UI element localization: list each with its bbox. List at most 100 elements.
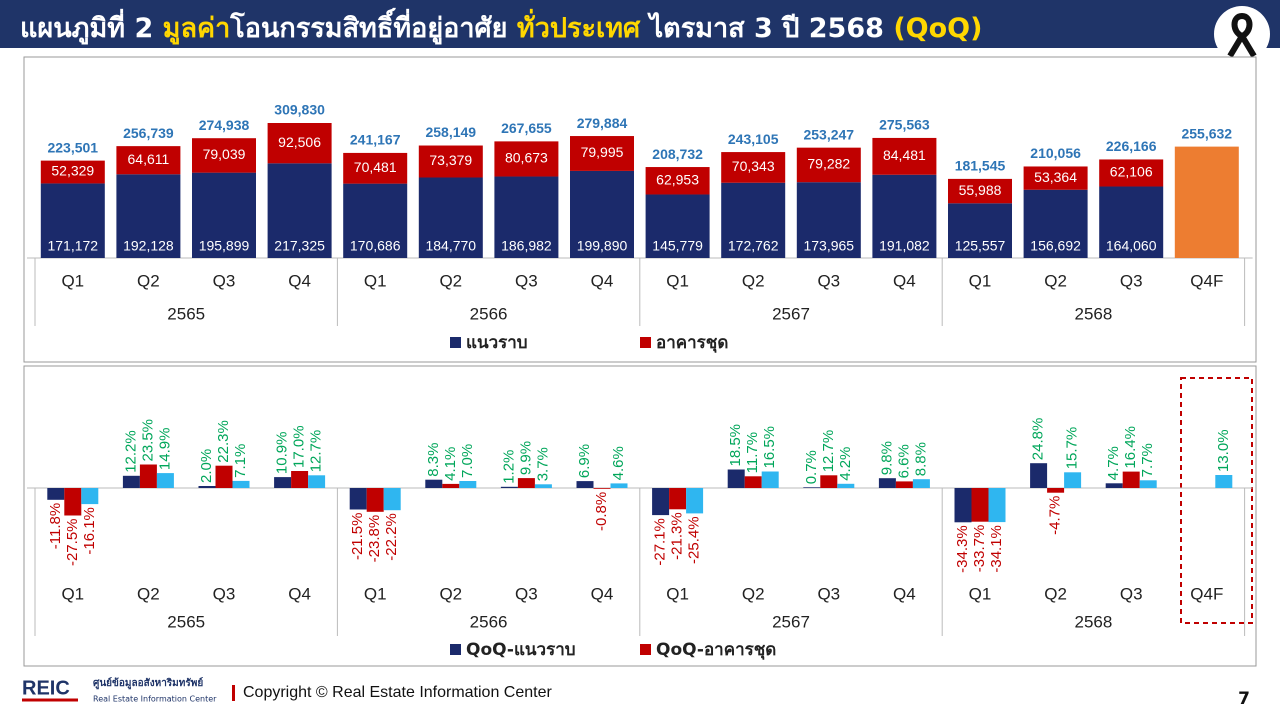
x-tick-label: Q4 xyxy=(893,271,916,290)
bar xyxy=(64,488,82,516)
x-tick-label: Q4 xyxy=(288,271,311,290)
bar-segment xyxy=(494,141,559,177)
bar xyxy=(232,480,250,488)
bar-segment xyxy=(948,178,1012,204)
bar xyxy=(198,486,216,488)
title-part: ทั่วประเทศ xyxy=(516,13,641,44)
value-label: 16.5% xyxy=(761,426,778,469)
bar-segment xyxy=(645,167,710,195)
value-label: 1.2% xyxy=(500,450,517,484)
bar xyxy=(156,473,174,488)
bar xyxy=(383,488,401,511)
x-tick-label: Q2 xyxy=(137,584,160,603)
bar xyxy=(500,486,518,488)
value-label: 4.1% xyxy=(442,447,459,481)
value-label: 84,481 xyxy=(883,147,926,163)
x-tick-label: Q3 xyxy=(213,584,236,603)
value-label: 79,282 xyxy=(807,156,850,172)
x-tick-label: Q1 xyxy=(969,584,992,603)
value-label: 55,988 xyxy=(959,182,1002,198)
bar xyxy=(912,479,930,488)
bar xyxy=(122,475,140,488)
bar xyxy=(686,488,704,514)
bar xyxy=(610,483,628,488)
bar-segment xyxy=(494,176,559,258)
x-tick-label: Q4 xyxy=(591,271,614,290)
value-label: 52,329 xyxy=(51,163,94,179)
x-tick-label: Q4 xyxy=(591,584,614,603)
x-tick-label: Q1 xyxy=(61,271,84,290)
bar-segment xyxy=(40,160,105,184)
bar xyxy=(1030,463,1048,488)
value-label: 186,982 xyxy=(501,238,552,254)
value-label: 145,779 xyxy=(652,238,703,254)
value-label: 73,379 xyxy=(429,152,472,168)
bar xyxy=(47,488,65,500)
x-tick-label: Q3 xyxy=(515,271,538,290)
legend-label: QoQ-แนวราบ xyxy=(466,640,576,660)
x-tick-label: Q3 xyxy=(515,584,538,603)
x-tick-label: Q2 xyxy=(742,584,765,603)
x-tick-label: Q3 xyxy=(213,271,236,290)
value-label: 0.7% xyxy=(803,450,820,484)
header: แผนภูมิที่ 2 มูลค่าโอนกรรมสิทธิ์ที่อยู่อ… xyxy=(0,0,1280,60)
bar-segment xyxy=(721,182,786,258)
divider xyxy=(232,685,235,701)
bar-segment xyxy=(721,152,786,183)
bar xyxy=(1122,471,1140,488)
total-label: 267,655 xyxy=(501,120,552,136)
bar xyxy=(669,488,687,510)
value-label: 79,995 xyxy=(581,144,624,160)
value-label: 184,770 xyxy=(425,238,476,254)
bar xyxy=(652,488,670,516)
page-number: 7 xyxy=(1238,689,1250,709)
group-label: 2567 xyxy=(772,612,810,631)
bar xyxy=(274,477,292,488)
bar xyxy=(534,484,552,488)
value-label: 7.1% xyxy=(232,444,249,478)
bar xyxy=(1047,488,1065,493)
group-label: 2568 xyxy=(1074,304,1112,323)
bar-segment xyxy=(116,174,181,258)
value-label: 7.7% xyxy=(1139,443,1156,477)
value-label: 16.4% xyxy=(1122,426,1139,469)
value-label: 7.0% xyxy=(459,444,476,478)
value-label: -33.7% xyxy=(971,525,988,573)
value-label: 13.0% xyxy=(1215,429,1232,472)
value-label: -11.8% xyxy=(47,503,64,549)
value-label: 10.9% xyxy=(274,432,291,475)
ribbon-icon xyxy=(1214,6,1270,60)
bar-segment xyxy=(267,122,332,164)
value-label: 62,106 xyxy=(1110,164,1153,180)
value-label: -4.7% xyxy=(1047,496,1064,535)
total-label: 208,732 xyxy=(652,146,703,162)
value-label: 195,899 xyxy=(199,238,250,254)
bar-segment xyxy=(192,138,256,173)
value-label: 12.7% xyxy=(820,430,837,473)
value-label: -16.1% xyxy=(81,507,98,555)
bar-segment xyxy=(192,172,256,258)
footer-svg: REIC ศูนย์ข้อมูลอสังหาริมทรัพย์ Real Est… xyxy=(22,677,1250,709)
value-label: 17.0% xyxy=(291,425,308,468)
footer: REIC ศูนย์ข้อมูลอสังหาริมทรัพย์ Real Est… xyxy=(0,668,1280,709)
bar-segment xyxy=(1023,189,1088,258)
total-label: 258,149 xyxy=(425,124,476,140)
bar-segment xyxy=(570,170,634,258)
total-label: 309,830 xyxy=(274,102,325,118)
x-tick-label: Q1 xyxy=(364,584,387,603)
total-label: 255,632 xyxy=(1181,125,1232,141)
bar-segment xyxy=(872,137,937,175)
bar-segment xyxy=(796,182,861,258)
value-label: 64,611 xyxy=(128,151,170,167)
value-label: 170,686 xyxy=(350,238,401,254)
bar xyxy=(593,488,611,489)
title-part: ไตรมาส 3 ปี 2568 xyxy=(640,13,894,44)
bar-segment xyxy=(948,203,1012,258)
bar xyxy=(971,488,989,522)
value-label: 8.3% xyxy=(425,442,442,476)
bar xyxy=(954,488,972,523)
bar-segment xyxy=(1099,159,1164,187)
bar-segment xyxy=(1023,166,1088,190)
bar xyxy=(1105,483,1123,488)
value-label: 11.7% xyxy=(744,432,761,473)
